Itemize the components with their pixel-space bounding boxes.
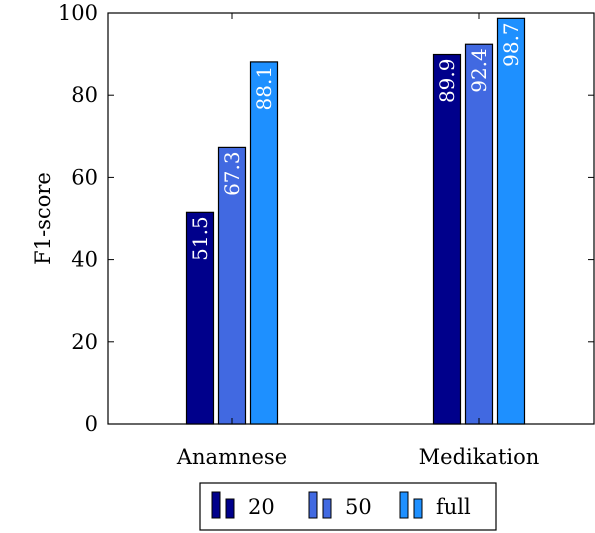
- x-category-label: Medikation: [419, 445, 540, 469]
- y-tick-label: 0: [85, 412, 98, 436]
- legend-swatch-bar: [399, 491, 409, 519]
- bar-20-anamnese: [185, 211, 215, 425]
- y-axis-title: F1-score: [31, 172, 55, 265]
- legend-label: 50: [345, 495, 372, 519]
- bar-value-label: 51.5: [188, 216, 212, 261]
- bar-value-label: 98.7: [499, 22, 523, 67]
- legend-swatch-bar: [211, 491, 221, 519]
- legend-swatch-bar: [413, 498, 423, 519]
- bar-50-anamnese: [217, 146, 247, 425]
- y-tick-label: 60: [71, 165, 98, 189]
- y-tick-label: 80: [71, 83, 98, 107]
- y-tick-label: 20: [71, 330, 98, 354]
- legend-box: [199, 482, 497, 531]
- x-axis-categories: Anamnese Medikation: [176, 13, 539, 469]
- legend-label: full: [436, 495, 471, 519]
- legend-label: 20: [248, 495, 275, 519]
- bar-50-medikation: [464, 43, 494, 425]
- bar-full-medikation: [496, 17, 526, 425]
- bar-value-label: 92.4: [467, 48, 491, 93]
- bar-value-label: 88.1: [252, 66, 276, 111]
- legend-swatch-bar: [225, 498, 235, 519]
- legend-swatch-bar: [308, 491, 318, 519]
- y-axis-ticks: 0 20 40 60 80 100: [58, 1, 594, 436]
- x-category-label: Anamnese: [176, 445, 287, 469]
- bar-20-medikation: [432, 53, 462, 425]
- y-tick-label: 100: [58, 1, 98, 25]
- plot-frame: [107, 12, 595, 425]
- bars: 51.5 67.3 88.1 89.9 92.4 98.7: [185, 17, 526, 425]
- y-tick-label: 40: [71, 248, 98, 272]
- bar-full-anamnese: [249, 61, 279, 425]
- legend-swatch-bar: [322, 498, 332, 519]
- plot-area: [107, 12, 595, 425]
- legend: 20 50 full: [199, 482, 497, 531]
- bar-value-label: 89.9: [435, 59, 459, 104]
- bar-value-label: 67.3: [220, 151, 244, 196]
